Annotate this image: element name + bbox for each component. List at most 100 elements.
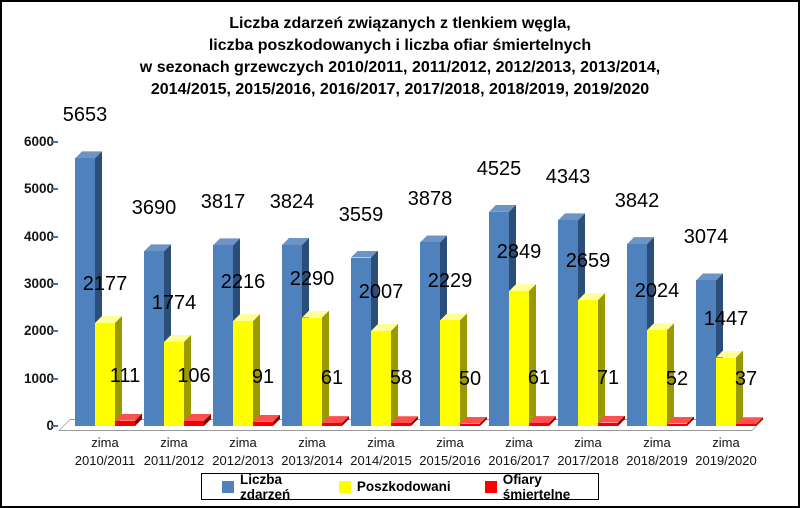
bar-top-face xyxy=(233,314,260,322)
bar-side-face xyxy=(164,244,171,426)
bar-side-face xyxy=(135,413,142,426)
bar-injured-2 xyxy=(233,314,260,426)
bar-side-face xyxy=(460,313,467,426)
data-label-injured-3: 2290 xyxy=(289,267,335,290)
x-axis-label-0: zima 2010/2011 xyxy=(68,434,142,470)
bar-events-0 xyxy=(75,151,102,426)
bar-deaths-5 xyxy=(460,416,487,426)
legend-item-deaths: Ofiary śmiertelne xyxy=(484,471,578,502)
bar-top-face xyxy=(322,416,349,424)
bar-side-face xyxy=(529,284,536,426)
data-label-events-9: 3074 xyxy=(683,226,729,249)
bar-front-face xyxy=(322,423,342,426)
x-axis-label-line2: 2017/2018 xyxy=(557,453,619,468)
bar-front-face xyxy=(667,423,687,426)
legend-swatch-icon xyxy=(338,480,351,493)
data-label-events-0: 5653 xyxy=(62,104,108,127)
bar-top-face xyxy=(420,235,447,243)
x-axis-label-line1: zima xyxy=(574,435,602,450)
data-label-deaths-0: 111 xyxy=(109,364,141,387)
bar-top-face xyxy=(302,310,329,318)
bar-side-face xyxy=(411,416,418,426)
bar-deaths-0 xyxy=(115,413,142,426)
bar-events-1 xyxy=(144,244,171,426)
y-axis-tick-label: 4000 xyxy=(23,228,54,244)
bar-side-face xyxy=(391,324,398,426)
legend-item-label: Ofiary śmiertelne xyxy=(502,471,571,502)
bar-top-face xyxy=(391,416,418,424)
x-axis-label-line1: zima xyxy=(712,435,740,450)
bar-injured-5 xyxy=(440,313,467,426)
bar-deaths-1 xyxy=(184,413,211,426)
chart-title: Liczba zdarzeń związanych z tlenkiem węg… xyxy=(2,13,798,101)
x-axis-label-line2: 2018/2019 xyxy=(626,453,688,468)
bar-top-face xyxy=(647,323,674,331)
bar-top-face xyxy=(736,417,763,425)
y-axis-tick-label: 5000 xyxy=(23,181,54,197)
chart-title-line-4: 2014/2015, 2015/2016, 2016/2017, 2017/20… xyxy=(150,81,650,98)
bar-front-face xyxy=(558,220,578,426)
bar-side-face xyxy=(115,315,122,426)
bar-side-face xyxy=(598,293,605,426)
bar-front-face xyxy=(302,317,322,426)
bar-top-face xyxy=(351,250,378,258)
data-label-events-4: 3559 xyxy=(338,203,384,226)
x-axis-label-line2: 2010/2011 xyxy=(74,453,136,468)
data-label-deaths-6: 61 xyxy=(527,367,551,390)
data-label-injured-8: 2024 xyxy=(634,280,680,303)
bar-injured-3 xyxy=(302,310,329,426)
bar-top-face xyxy=(667,416,694,424)
bar-front-face xyxy=(509,291,529,426)
bar-front-face xyxy=(184,420,204,426)
bar-side-face xyxy=(184,335,191,426)
bar-front-face xyxy=(696,280,716,426)
x-axis-label-7: zima 2017/2018 xyxy=(551,434,625,470)
bar-front-face xyxy=(371,331,391,426)
legend-item-label: Poszkodowani xyxy=(356,479,451,494)
chart-title-line-1: Liczba zdarzeń związanych z tlenkiem węg… xyxy=(229,15,571,32)
bar-front-face xyxy=(351,257,371,426)
data-label-injured-7: 2659 xyxy=(565,250,611,273)
bar-top-face xyxy=(184,413,211,421)
bar-injured-8 xyxy=(647,323,674,426)
y-axis-tick-mark xyxy=(51,425,58,427)
x-axis-label-line2: 2011/2012 xyxy=(143,453,205,468)
bar-top-face xyxy=(489,204,516,212)
bar-front-face xyxy=(144,251,164,426)
y-axis-tick-mark xyxy=(51,141,58,143)
data-label-events-3: 3824 xyxy=(269,190,315,213)
data-label-deaths-1: 106 xyxy=(177,364,211,387)
bar-front-face xyxy=(420,242,440,426)
bar-front-face xyxy=(716,357,736,426)
data-label-deaths-3: 61 xyxy=(320,367,344,390)
bar-top-face xyxy=(529,416,556,424)
bar-side-face xyxy=(716,273,723,426)
bar-side-face xyxy=(322,310,329,426)
chart-title-line-3: w sezonach grzewczych 2010/2011, 2011/20… xyxy=(139,59,661,76)
bar-top-face xyxy=(75,151,102,159)
data-label-deaths-2: 91 xyxy=(251,365,275,388)
bar-side-face xyxy=(253,314,260,426)
data-label-events-1: 3690 xyxy=(131,197,177,220)
legend-swatch-icon xyxy=(484,480,497,493)
bar-front-face xyxy=(213,245,233,426)
bar-top-face xyxy=(144,244,171,252)
x-axis-label-line1: zima xyxy=(91,435,119,450)
x-axis-label-line1: zima xyxy=(229,435,257,450)
y-axis-tick-label: 3000 xyxy=(23,276,54,291)
x-axis-label-line1: zima xyxy=(505,435,533,450)
bar-top-face xyxy=(460,416,487,424)
bar-side-face xyxy=(95,151,102,426)
bar-front-face xyxy=(736,424,756,426)
legend-item-label: Liczba zdarzeń xyxy=(240,471,291,502)
bar-side-face xyxy=(342,416,349,426)
bar-deaths-7 xyxy=(598,415,625,426)
bar-front-face xyxy=(529,423,549,426)
data-label-deaths-8: 52 xyxy=(665,367,689,390)
y-axis-tick-label: 1000 xyxy=(23,370,54,386)
bar-front-face xyxy=(489,211,509,426)
data-label-injured-5: 2229 xyxy=(427,270,473,293)
bar-front-face xyxy=(75,158,95,426)
bar-deaths-9 xyxy=(736,417,763,426)
